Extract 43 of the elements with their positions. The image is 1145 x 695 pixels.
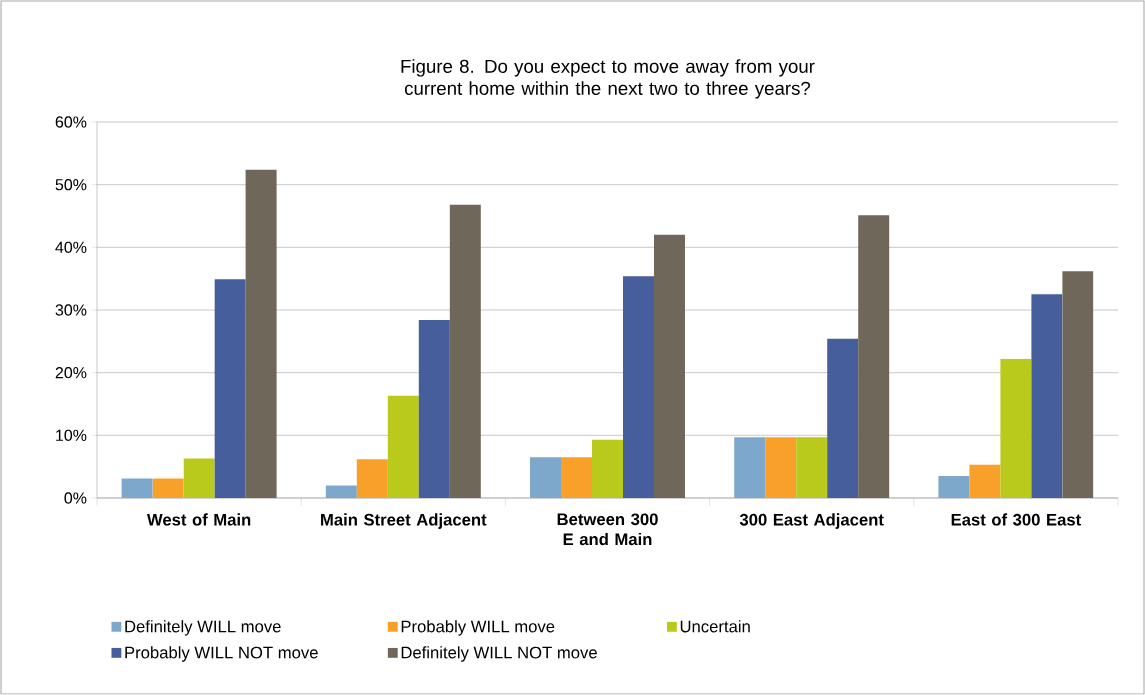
y-tick-label: 50%: [55, 179, 87, 191]
bar: [765, 437, 797, 498]
bar: [1062, 271, 1094, 498]
bar: [623, 276, 655, 498]
bar: [121, 478, 153, 498]
bar: [969, 464, 1001, 498]
bar: [1031, 294, 1063, 498]
bar: [858, 215, 890, 498]
bar: [214, 279, 246, 498]
y-tick-label: 20%: [55, 367, 87, 379]
bar: [245, 169, 277, 498]
chart-title: Figure 8. Do you expect to move away from your current home within the next two to three years?: [401, 59, 815, 99]
bar: [734, 437, 766, 498]
bar: [561, 457, 592, 498]
bar: [152, 478, 184, 498]
bar: [418, 320, 450, 498]
x-tick-label: Main Street Adjacent: [321, 513, 487, 529]
bar: [183, 458, 215, 498]
y-tick-label: 10%: [56, 429, 87, 441]
bar: [938, 476, 970, 498]
bar: [325, 485, 357, 498]
y-tick-label: 60%: [55, 116, 87, 128]
y-tick-label: 30%: [55, 304, 87, 316]
y-tick-label: 40%: [55, 241, 87, 253]
bar: [827, 338, 859, 498]
x-tick-label: West of Main: [146, 513, 251, 526]
y-tick-label: 0%: [64, 492, 87, 504]
x-tick-label: 300 East Adjacent: [739, 513, 884, 529]
legend-label: Probably WILL move: [401, 620, 555, 636]
bar: [530, 457, 562, 498]
bar: [1000, 358, 1032, 498]
bar: [387, 395, 419, 498]
legend-label: Probably WILL NOT move: [125, 646, 318, 662]
x-tick-label: Between 300 E and Main: [557, 513, 658, 546]
bar: [796, 437, 828, 498]
bar: [654, 234, 686, 498]
bar: [356, 459, 388, 498]
legend-label: Uncertain: [680, 620, 750, 633]
legend-label: Definitely WILL NOT move: [401, 646, 597, 662]
legend-label: Definitely WILL move: [125, 620, 281, 636]
x-tick-label: East of 300 East: [951, 513, 1081, 526]
bar: [592, 439, 623, 498]
bar: [449, 204, 481, 498]
